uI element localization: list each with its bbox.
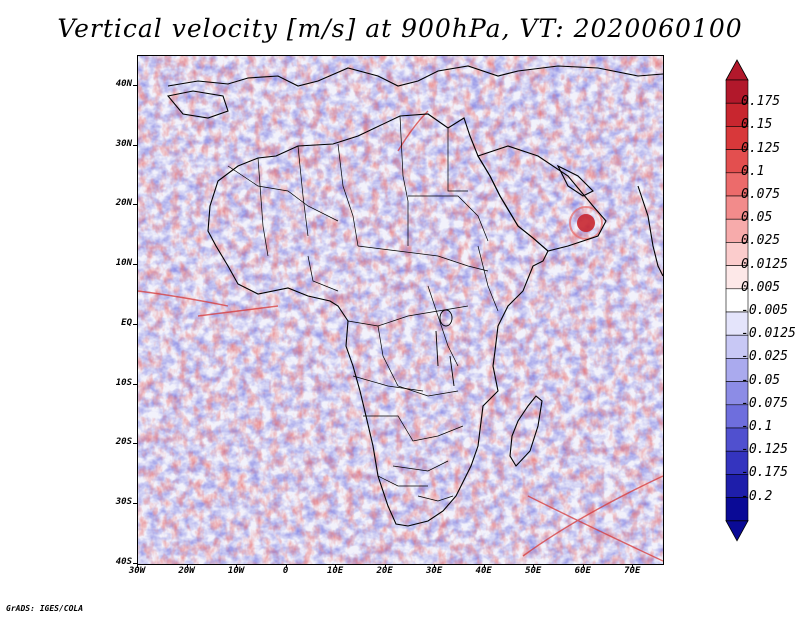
colorbar-top-arrow	[725, 59, 749, 81]
colorbar-label: -0.005	[741, 303, 788, 318]
lon-label: 70E	[624, 566, 641, 576]
lon-tick	[335, 564, 337, 568]
lon-tick	[434, 564, 436, 568]
lat-tick	[133, 503, 137, 505]
lat-label: 10S	[115, 377, 132, 388]
ascent-streaks	[138, 110, 663, 562]
lat-tick	[133, 144, 137, 146]
colorbar-label: 0.1	[741, 163, 765, 179]
upward-motion-field	[138, 56, 663, 564]
lon-tick	[186, 564, 188, 568]
colorbar-label: -0.2	[741, 488, 773, 504]
lon-label: 10E	[326, 566, 344, 576]
streak-madagascar-south	[527, 495, 663, 562]
lon-tick	[285, 564, 287, 568]
colorbar-label: -0.025	[741, 349, 788, 365]
lon-tick	[632, 564, 634, 568]
europe-coast	[167, 65, 663, 87]
streak-gulf-guinea	[197, 305, 279, 317]
lat-tick	[133, 84, 137, 86]
colorbar-label: -0.1	[741, 419, 773, 434]
arabian-peninsula	[477, 145, 607, 252]
persian-gulf	[556, 164, 594, 197]
lon-label: 60E	[574, 566, 591, 576]
iberia	[166, 90, 229, 119]
colorbar-label: 0.0125	[741, 256, 788, 272]
velocity-field-map	[138, 56, 663, 564]
lake-victoria	[439, 309, 453, 327]
colorbar-label: -0.075	[741, 395, 788, 411]
madagascar	[509, 395, 543, 467]
colorbar-label: 0.075	[741, 187, 781, 202]
colorbar-label: 0.025	[741, 233, 781, 249]
lon-label: 40E	[475, 566, 492, 576]
colorbar-bottom-arrow	[725, 520, 749, 542]
plot-title: Vertical velocity [m/s] at 900hPa, VT: 2…	[57, 14, 743, 43]
lat-tick	[133, 563, 137, 564]
lon-tick	[483, 564, 485, 568]
colorbar-label: 0.125	[741, 140, 781, 156]
lat-tick	[133, 323, 137, 325]
colorbar-label: -0.05	[741, 372, 781, 388]
africa-coast	[207, 113, 549, 527]
lon-tick	[533, 564, 535, 568]
colorbar-label: -0.175	[741, 465, 788, 481]
cyclone-core	[577, 214, 595, 232]
lat-label: 40N	[115, 78, 132, 89]
lon-label: 30W	[128, 566, 146, 576]
lat-tick	[133, 383, 137, 385]
lon-label: 20W	[178, 566, 195, 576]
lon-label: 10W	[227, 566, 245, 576]
streak-atlantic	[138, 290, 229, 307]
lat-label: 30N	[115, 138, 132, 149]
lakes	[435, 309, 455, 387]
lon-tick	[384, 564, 386, 568]
lon-tick	[137, 564, 138, 568]
lat-label: 10N	[115, 258, 132, 269]
lon-label: 50E	[525, 566, 542, 576]
lon-tick	[582, 564, 584, 568]
coastlines	[166, 65, 663, 527]
lon-label: 0	[282, 566, 289, 576]
lon-tick	[236, 564, 238, 568]
colorbar-label: -0.0125	[741, 326, 796, 342]
lat-label: 20S	[115, 437, 132, 448]
india-west	[637, 185, 663, 277]
lat-label: 40S	[115, 557, 132, 567]
colorbar-label: -0.125	[741, 442, 788, 458]
lon-label: 20E	[376, 566, 393, 576]
credit-text: GrADS: IGES/COLA	[6, 604, 84, 613]
map-panel[interactable]	[137, 55, 664, 565]
colorbar-label: 0.05	[741, 210, 773, 226]
lat-label: 20N	[115, 198, 132, 209]
colorbar	[725, 59, 749, 542]
streak-south-ocean	[522, 475, 663, 557]
lat-tick	[133, 443, 137, 445]
colorbar-label: 0.175	[741, 94, 781, 110]
lon-label: 30E	[426, 566, 443, 576]
streak-libya	[397, 110, 429, 152]
lat-label: 30S	[115, 497, 132, 508]
lat-tick	[133, 264, 137, 266]
lat-label: EQ	[121, 317, 132, 328]
colorbar-label: 0.005	[741, 279, 781, 295]
lake-malawi	[449, 355, 455, 387]
cyclone-ring	[569, 206, 603, 240]
colorbar-label: 0.15	[741, 117, 773, 133]
lake-tanganyika	[435, 330, 439, 367]
country-borders	[227, 115, 499, 502]
lat-tick	[133, 204, 137, 206]
